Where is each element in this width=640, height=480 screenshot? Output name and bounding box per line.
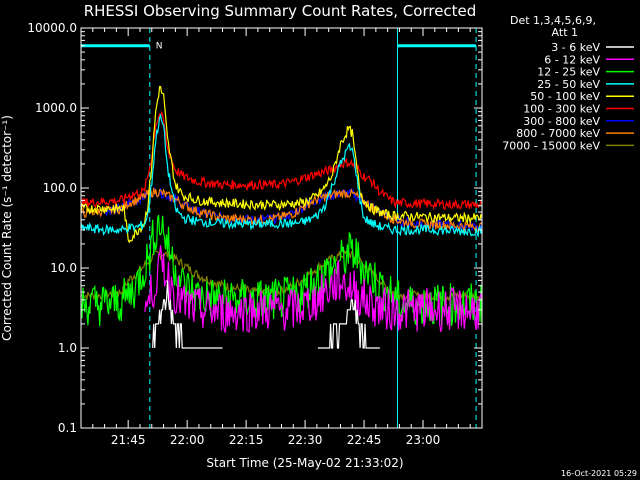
x-tick-label: 22:30 xyxy=(288,433,323,447)
legend-entry-label: 7000 - 15000 keV xyxy=(502,139,600,152)
series-line-100-300-kev xyxy=(80,110,483,211)
series-line-6-12-kev xyxy=(144,245,483,334)
legend-entry-label: 100 - 300 keV xyxy=(523,103,600,116)
y-tick-label: 1000.0 xyxy=(35,101,77,115)
legend-entry-label: 25 - 50 keV xyxy=(537,78,600,91)
x-tick-label: 22:00 xyxy=(170,433,205,447)
y-tick-label: 10000.0 xyxy=(27,21,77,35)
x-axis-label: Start Time (25-May-02 21:33:02) xyxy=(206,456,403,470)
series-line-50-100-kev xyxy=(80,85,483,244)
y-tick-label: 1.0 xyxy=(58,341,77,355)
plot-area: N xyxy=(80,28,483,428)
legend-entry-label: 3 - 6 keV xyxy=(551,41,600,54)
night-flag-label: N xyxy=(156,42,163,52)
series-line-7000-15000-kev xyxy=(80,248,483,303)
legend-entry-label: 50 - 100 keV xyxy=(530,90,600,103)
axes: 0.1 1.0 10.0 100.0 1000.0 10000.0 21:45 22:00 22… xyxy=(27,21,483,447)
x-tick-label: 22:45 xyxy=(347,433,382,447)
legend-entry-label: 12 - 25 keV xyxy=(537,66,600,79)
series-line-25-50-kev xyxy=(80,113,483,238)
series-line-800-7000-kev xyxy=(80,187,483,233)
legend-entry-label: 6 - 12 keV xyxy=(544,53,600,66)
legend-entry-label: 300 - 800 keV xyxy=(523,115,600,128)
x-tick-label: 22:15 xyxy=(229,433,264,447)
y-tick-label: 10.0 xyxy=(50,261,77,275)
legend-header: Det 1,3,4,5,6,9, xyxy=(510,14,596,27)
series-line-12-25-kev xyxy=(80,214,483,327)
y-tick-label: 0.1 xyxy=(58,421,77,435)
generation-timestamp: 16-Oct-2021 05:29 xyxy=(561,469,637,478)
legend-header: Att 1 xyxy=(552,26,578,39)
series-line-3-6-kev xyxy=(152,280,380,349)
y-axis-label: Corrected Count Rate (s⁻¹ detector⁻¹) xyxy=(0,115,14,341)
chart-title: RHESSI Observing Summary Count Rates, Co… xyxy=(84,2,477,20)
x-tick-label: 21:45 xyxy=(111,433,146,447)
legend-entry-label: 800 - 7000 keV xyxy=(516,127,600,140)
x-tick-label: 23:00 xyxy=(406,433,441,447)
y-tick-label: 100.0 xyxy=(43,181,77,195)
